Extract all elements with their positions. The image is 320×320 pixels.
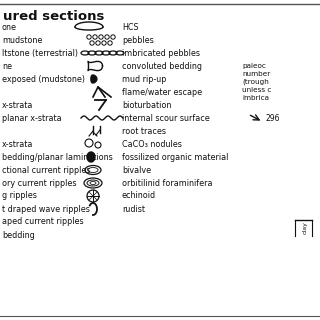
Polygon shape xyxy=(91,75,97,83)
Text: aped current ripples: aped current ripples xyxy=(2,218,84,227)
Text: ory current ripples: ory current ripples xyxy=(2,179,76,188)
Text: imbrica: imbrica xyxy=(242,95,269,101)
Text: internal scour surface: internal scour surface xyxy=(122,114,210,123)
Text: root traces: root traces xyxy=(122,126,166,135)
Text: clay: clay xyxy=(302,221,308,235)
Text: imbricated pebbles: imbricated pebbles xyxy=(122,49,200,58)
Text: orbitilinid foraminifera: orbitilinid foraminifera xyxy=(122,179,212,188)
Text: planar x-strata: planar x-strata xyxy=(2,114,62,123)
Text: (trough: (trough xyxy=(242,79,269,85)
Text: one: one xyxy=(2,22,17,31)
Text: number: number xyxy=(242,71,270,77)
Text: bedding/planar laminations: bedding/planar laminations xyxy=(2,153,113,162)
Text: rudist: rudist xyxy=(122,204,145,213)
Text: flame/water escape: flame/water escape xyxy=(122,87,202,97)
Text: ured sections: ured sections xyxy=(3,10,104,23)
Text: unless c: unless c xyxy=(242,87,271,93)
Text: t draped wave ripples: t draped wave ripples xyxy=(2,204,90,213)
Text: x-strata: x-strata xyxy=(2,100,33,109)
Text: CaCO₃ nodules: CaCO₃ nodules xyxy=(122,140,182,148)
Text: exposed (mudstone): exposed (mudstone) xyxy=(2,75,85,84)
Text: x-strata: x-strata xyxy=(2,140,33,148)
Text: fossilized organic material: fossilized organic material xyxy=(122,153,228,162)
Text: bioturbation: bioturbation xyxy=(122,100,172,109)
Text: echinoid: echinoid xyxy=(122,191,156,201)
Text: bedding: bedding xyxy=(2,230,35,239)
Text: ltstone (terrestrial): ltstone (terrestrial) xyxy=(2,49,78,58)
Text: HCS: HCS xyxy=(122,22,139,31)
Text: mudstone: mudstone xyxy=(2,36,42,44)
Text: bivalve: bivalve xyxy=(122,165,151,174)
Polygon shape xyxy=(87,152,95,162)
Text: pebbles: pebbles xyxy=(122,36,154,44)
Text: ctional current ripples: ctional current ripples xyxy=(2,165,91,174)
Text: ne: ne xyxy=(2,61,12,70)
Text: convoluted bedding: convoluted bedding xyxy=(122,61,202,70)
Text: g ripples: g ripples xyxy=(2,191,37,201)
Text: paleoc: paleoc xyxy=(242,63,266,69)
Text: 296: 296 xyxy=(265,114,279,123)
Text: mud rip-up: mud rip-up xyxy=(122,75,166,84)
